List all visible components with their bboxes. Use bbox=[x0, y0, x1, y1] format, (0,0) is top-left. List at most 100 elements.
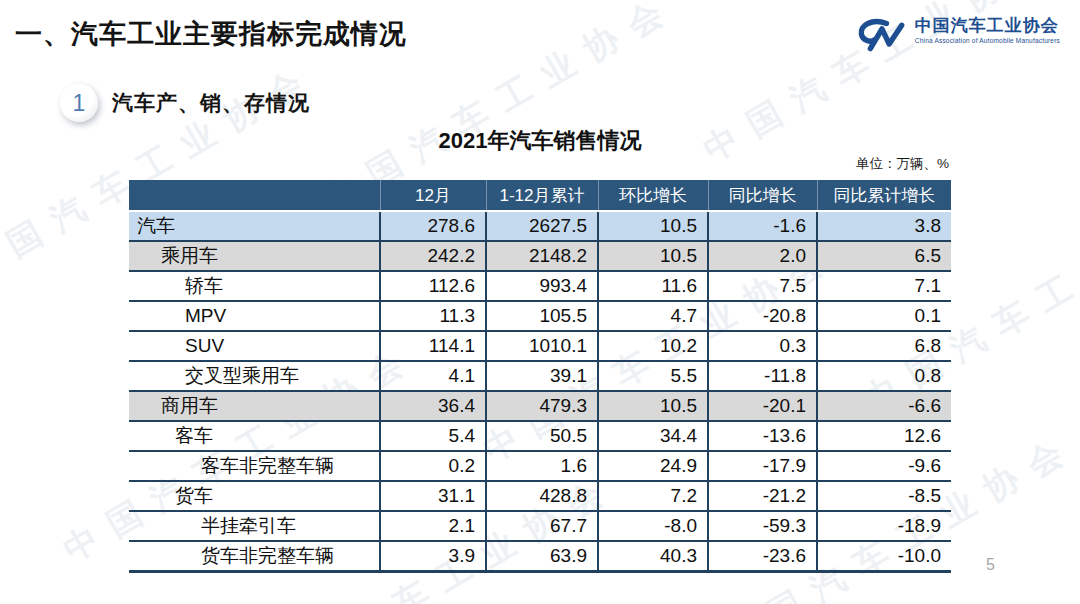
column-header: 环比增长 bbox=[598, 180, 708, 211]
column-header: 12月 bbox=[380, 180, 486, 211]
cell-value: -13.6 bbox=[708, 421, 817, 451]
cell-value: 63.9 bbox=[486, 541, 598, 571]
caam-logo: 中国汽车工业协会 China Association of Automobile… bbox=[856, 16, 1060, 60]
cell-value: 10.5 bbox=[598, 241, 708, 271]
table-row: 客车非完整车辆0.21.624.9-17.9-9.6 bbox=[129, 451, 951, 481]
cell-value: -1.6 bbox=[708, 211, 817, 241]
page-title: 一、汽车工业主要指标完成情况 bbox=[15, 16, 407, 52]
cell-value: 0.3 bbox=[708, 331, 817, 361]
cell-value: -20.8 bbox=[708, 301, 817, 331]
table-row: 汽车278.62627.510.5-1.63.8 bbox=[129, 211, 951, 241]
row-label: MPV bbox=[129, 301, 380, 331]
table-title: 2021年汽车销售情况 bbox=[129, 126, 951, 156]
cell-value: 0.8 bbox=[817, 361, 951, 391]
column-header: 同比累计增长 bbox=[817, 180, 951, 211]
cell-value: -6.6 bbox=[817, 391, 951, 421]
cell-value: 6.5 bbox=[817, 241, 951, 271]
cell-value: 10.2 bbox=[598, 331, 708, 361]
cell-value: 34.4 bbox=[598, 421, 708, 451]
cell-value: 50.5 bbox=[486, 421, 598, 451]
cell-value: 2.1 bbox=[380, 511, 486, 541]
cell-value: 39.1 bbox=[486, 361, 598, 391]
row-label: 商用车 bbox=[129, 391, 380, 421]
table-row: 轿车112.6993.411.67.57.1 bbox=[129, 271, 951, 301]
table-row: 货车31.1428.87.2-21.2-8.5 bbox=[129, 481, 951, 511]
cell-value: 1.6 bbox=[486, 451, 598, 481]
cell-value: 0.2 bbox=[380, 451, 486, 481]
row-label: 客车 bbox=[129, 421, 380, 451]
cell-value: -21.2 bbox=[708, 481, 817, 511]
cell-value: 67.7 bbox=[486, 511, 598, 541]
cell-value: 114.1 bbox=[380, 331, 486, 361]
cm-logo-icon bbox=[856, 16, 908, 60]
table-row: 交叉型乘用车4.139.15.5-11.80.8 bbox=[129, 361, 951, 391]
cell-value: 24.9 bbox=[598, 451, 708, 481]
section-title: 汽车产、销、存情况 bbox=[112, 89, 310, 117]
table-header-row: 12月1-12月累计环比增长同比增长同比累计增长 bbox=[129, 180, 951, 211]
logo-name-cn: 中国汽车工业协会 bbox=[915, 16, 1060, 36]
cell-value: -17.9 bbox=[708, 451, 817, 481]
cell-value: 428.8 bbox=[486, 481, 598, 511]
cell-value: 11.6 bbox=[598, 271, 708, 301]
cell-value: 40.3 bbox=[598, 541, 708, 571]
cell-value: 242.2 bbox=[380, 241, 486, 271]
cell-value: 105.5 bbox=[486, 301, 598, 331]
cell-value: 479.3 bbox=[486, 391, 598, 421]
cell-value: 3.8 bbox=[817, 211, 951, 241]
row-label: 货车非完整车辆 bbox=[129, 541, 380, 571]
column-header: 1-12月累计 bbox=[486, 180, 598, 211]
table-row: SUV114.11010.110.20.36.8 bbox=[129, 331, 951, 361]
cell-value: 4.7 bbox=[598, 301, 708, 331]
cell-value: -11.8 bbox=[708, 361, 817, 391]
cell-value: 36.4 bbox=[380, 391, 486, 421]
row-label: 货车 bbox=[129, 481, 380, 511]
cell-value: 993.4 bbox=[486, 271, 598, 301]
table-row: 半挂牵引车2.167.7-8.0-59.3-18.9 bbox=[129, 511, 951, 541]
unit-note: 单位：万辆、% bbox=[856, 155, 949, 173]
cell-value: 1010.1 bbox=[486, 331, 598, 361]
cell-value: 5.5 bbox=[598, 361, 708, 391]
table-row: 乘用车242.22148.210.52.06.5 bbox=[129, 241, 951, 271]
cell-value: 2148.2 bbox=[486, 241, 598, 271]
cell-value: 10.5 bbox=[598, 391, 708, 421]
row-label: 半挂牵引车 bbox=[129, 511, 380, 541]
row-label: SUV bbox=[129, 331, 380, 361]
table-row: MPV11.3105.54.7-20.80.1 bbox=[129, 301, 951, 331]
row-label: 客车非完整车辆 bbox=[129, 451, 380, 481]
page-number: 5 bbox=[986, 556, 995, 574]
table-row: 商用车36.4479.310.5-20.1-6.6 bbox=[129, 391, 951, 421]
cell-value: 12.6 bbox=[817, 421, 951, 451]
cell-value: -10.0 bbox=[817, 541, 951, 571]
cell-value: -8.5 bbox=[817, 481, 951, 511]
cell-value: 2.0 bbox=[708, 241, 817, 271]
cell-value: 112.6 bbox=[380, 271, 486, 301]
section-number-badge: 1 bbox=[60, 84, 98, 122]
sales-table-block: 2021年汽车销售情况 单位：万辆、% 12月1-12月累计环比增长同比增长同比… bbox=[129, 126, 951, 573]
logo-text: 中国汽车工业协会 China Association of Automobile… bbox=[915, 16, 1060, 44]
row-label: 交叉型乘用车 bbox=[129, 361, 380, 391]
cell-value: -59.3 bbox=[708, 511, 817, 541]
cell-value: -9.6 bbox=[817, 451, 951, 481]
cell-value: -20.1 bbox=[708, 391, 817, 421]
sales-table: 12月1-12月累计环比增长同比增长同比累计增长 汽车278.62627.510… bbox=[129, 180, 951, 573]
column-header bbox=[129, 180, 380, 211]
cell-value: 10.5 bbox=[598, 211, 708, 241]
row-label: 轿车 bbox=[129, 271, 380, 301]
cell-value: 278.6 bbox=[380, 211, 486, 241]
cell-value: 11.3 bbox=[380, 301, 486, 331]
cell-value: 7.2 bbox=[598, 481, 708, 511]
cell-value: -23.6 bbox=[708, 541, 817, 571]
cell-value: 4.1 bbox=[380, 361, 486, 391]
cell-value: -8.0 bbox=[598, 511, 708, 541]
table-body: 汽车278.62627.510.5-1.63.8乘用车242.22148.210… bbox=[129, 211, 951, 571]
cell-value: 6.8 bbox=[817, 331, 951, 361]
cell-value: 7.5 bbox=[708, 271, 817, 301]
table-row: 客车5.450.534.4-13.612.6 bbox=[129, 421, 951, 451]
cell-value: 7.1 bbox=[817, 271, 951, 301]
slide: 中国汽车工业协会中国汽车工业协会中国汽车工业协会中国汽车工业协会中国汽车工业协会… bbox=[0, 0, 1080, 604]
cell-value: 2627.5 bbox=[486, 211, 598, 241]
row-label: 乘用车 bbox=[129, 241, 380, 271]
row-label: 汽车 bbox=[129, 211, 380, 241]
logo-name-en: China Association of Automobile Manufact… bbox=[915, 37, 1060, 44]
table-row: 货车非完整车辆3.963.940.3-23.6-10.0 bbox=[129, 541, 951, 571]
